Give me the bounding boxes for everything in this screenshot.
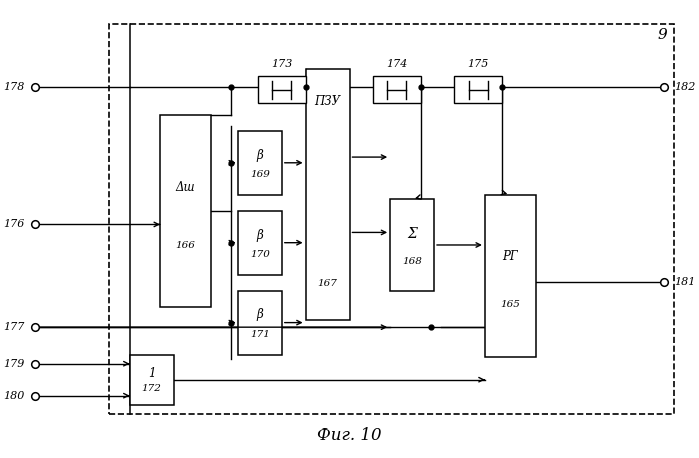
Text: β: β [257, 229, 264, 241]
Text: 182: 182 [675, 82, 696, 93]
Bar [238, 291, 282, 354]
Text: РГ: РГ [503, 250, 518, 263]
Text: Σ: Σ [408, 227, 417, 241]
Text: 173: 173 [271, 59, 293, 69]
Bar [485, 195, 535, 357]
Bar [373, 76, 421, 104]
Text: 166: 166 [175, 241, 196, 250]
Text: 167: 167 [317, 279, 338, 288]
Text: 177: 177 [3, 322, 24, 332]
Text: 165: 165 [500, 300, 520, 310]
Text: 180: 180 [3, 391, 24, 401]
Text: Δш: Δш [175, 181, 195, 194]
Text: 169: 169 [250, 170, 270, 179]
Bar [258, 76, 305, 104]
Text: 181: 181 [675, 277, 696, 287]
Bar [390, 199, 434, 291]
Bar [109, 23, 675, 414]
Text: 175: 175 [468, 59, 489, 69]
Bar [160, 115, 211, 306]
Bar [129, 354, 173, 405]
Text: 179: 179 [3, 359, 24, 369]
Text: 168: 168 [402, 257, 422, 266]
Text: 171: 171 [250, 330, 270, 338]
Text: ПЗУ: ПЗУ [315, 95, 340, 108]
Text: 178: 178 [3, 82, 24, 93]
Bar [305, 69, 350, 320]
Text: Фиг. 10: Фиг. 10 [317, 426, 382, 444]
Text: β: β [257, 148, 264, 162]
Text: 172: 172 [142, 384, 161, 393]
Text: β: β [257, 308, 264, 322]
Text: 174: 174 [386, 59, 408, 69]
Text: 170: 170 [250, 250, 270, 259]
Text: 9: 9 [658, 28, 668, 42]
Text: 1: 1 [148, 367, 155, 380]
Bar [454, 76, 502, 104]
Bar [238, 211, 282, 275]
Bar [238, 131, 282, 195]
Text: 176: 176 [3, 219, 24, 229]
